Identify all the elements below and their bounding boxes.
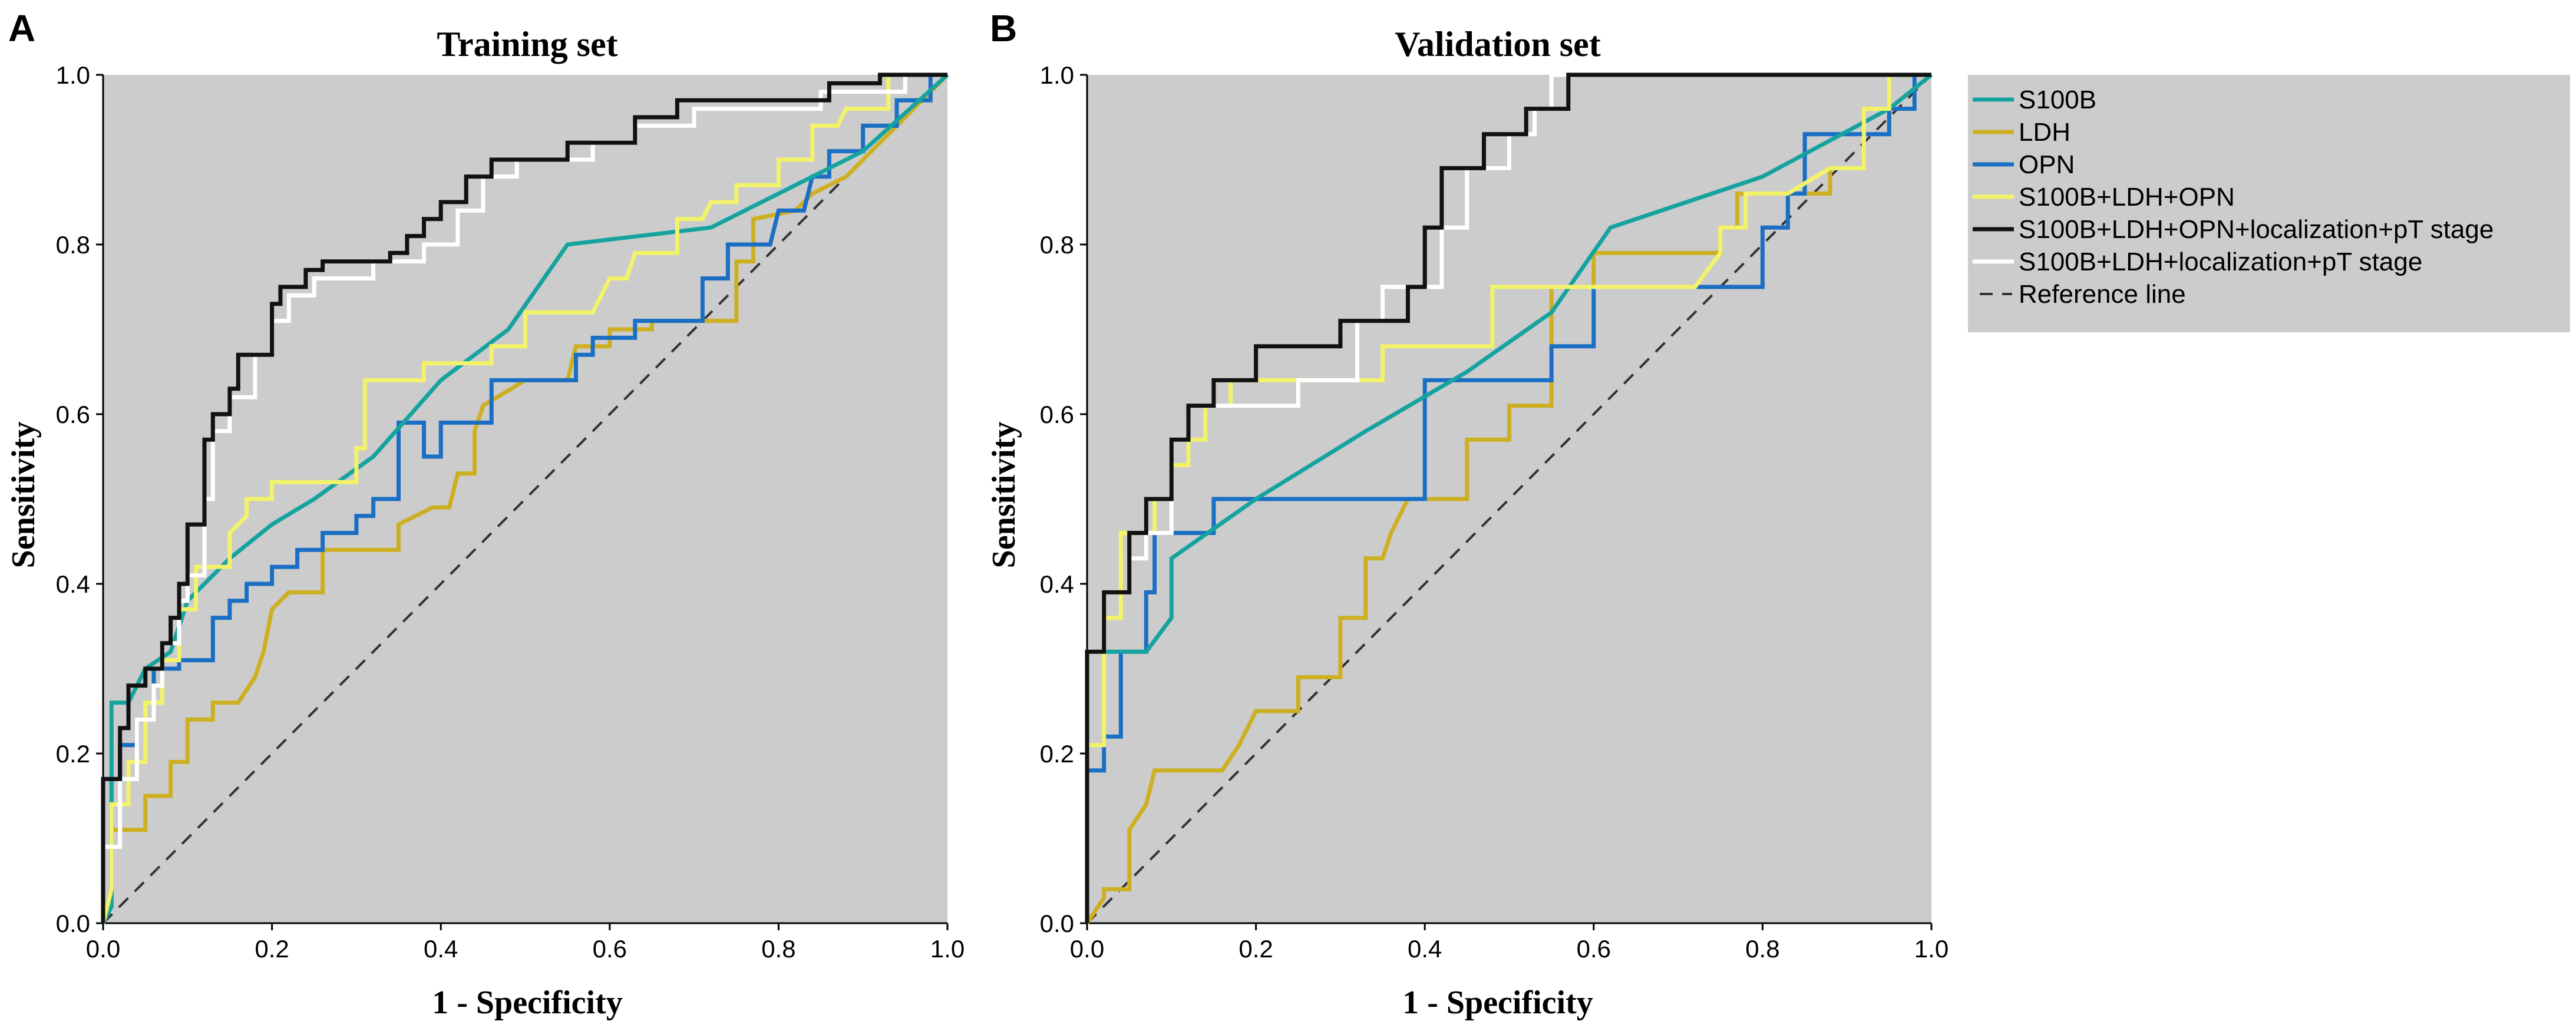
series-line-s100b-validation [1085,73,1933,923]
x-tick-label-validation: 1.0 [1914,935,1948,963]
legend-label-reference-line: Reference line [2019,280,2186,309]
x-tick-label-training: 0.6 [593,935,627,963]
y-tick-label-training: 0.6 [56,401,90,428]
x-axis-title-validation: 1 - Specificity [1402,984,1593,1021]
panel-label-b: B [990,7,1017,49]
plot-area-training: 0.0 0.2 0.4 0.6 0.8 1.0 0.0 0.2 0.4 0.6 0.8 1.0 [56,61,965,963]
x-tick-label-training: 0.0 [86,935,120,963]
x-tick-label-training: 1.0 [930,935,965,963]
x-tick-label-training: 0.8 [761,935,795,963]
x-tick-label-training: 0.2 [255,935,289,963]
x-tick-label-validation: 0.2 [1239,935,1273,963]
series-line-ldh-training [101,73,949,924]
y-tick-label-validation: 0.2 [1040,740,1074,768]
legend-label-opn: OPN [2019,150,2075,179]
legend-background [1968,75,2570,332]
x-tick-label-validation: 0.8 [1745,935,1779,963]
series-line-s100b-ldh-opn-localization-pt-stage-training [101,72,947,923]
x-tick-label-validation: 0.4 [1408,935,1442,963]
series-line-s100b-ldh-opn-localization-pt-stage-validation [1085,72,1931,923]
legend-label-ldh: LDH [2019,118,2070,147]
legend-label-s100b: S100B [2019,85,2096,114]
y-tick-label-validation: 0.8 [1040,231,1074,259]
panel-label-a: A [8,7,35,49]
y-tick-label-training: 0.8 [56,231,90,259]
y-tick-label-validation: 1.0 [1040,61,1074,89]
x-tick-label-validation: 0.0 [1070,935,1104,963]
legend-label-s100b-ldh-localization-pt-stage: S100B+LDH+localization+pT stage [2019,247,2422,276]
legend-label-s100b-ldh-opn: S100B+LDH+OPN [2019,183,2235,212]
series-line-reference-line-training [102,74,949,924]
y-axis-title-training: Sensitivity [5,422,42,569]
series-line-opn-validation [1085,72,1931,923]
y-tick-label-training: 0.2 [56,740,90,768]
y-tick-label-validation: 0.4 [1040,570,1074,598]
y-tick-label-validation: 0.0 [1040,910,1074,937]
legend-label-s100b-ldh-opn-localization-pt-stage: S100B+LDH+OPN+localization+pT stage [2019,215,2494,244]
legend: S100B LDH OPN S100B+LDH+OPN S100B+LDH+OPN+lo… [1968,75,2570,332]
x-tick-label-training: 0.4 [424,935,458,963]
series-line-ldh-validation [1085,72,1931,924]
y-axis-title-validation: Sensitivity [986,422,1022,569]
x-tick-label-validation: 0.6 [1577,935,1611,963]
plot-area-validation: 0.0 0.2 0.4 0.6 0.8 1.0 0.0 0.2 0.4 0.6 0.8 1.0 [1040,61,1949,963]
y-tick-label-training: 0.0 [56,910,90,937]
chart-title-training: Training set [437,25,617,64]
series-line-s100b-training [101,73,949,924]
series-line-opn-training [101,72,947,924]
chart-title-validation: Validation set [1395,25,1601,64]
y-tick-label-training: 1.0 [56,61,90,89]
y-tick-label-training: 0.4 [56,570,90,598]
y-tick-label-validation: 0.6 [1040,401,1074,428]
x-axis-title-training: 1 - Specificity [432,984,622,1021]
series-line-reference-line-validation [1086,74,1933,924]
